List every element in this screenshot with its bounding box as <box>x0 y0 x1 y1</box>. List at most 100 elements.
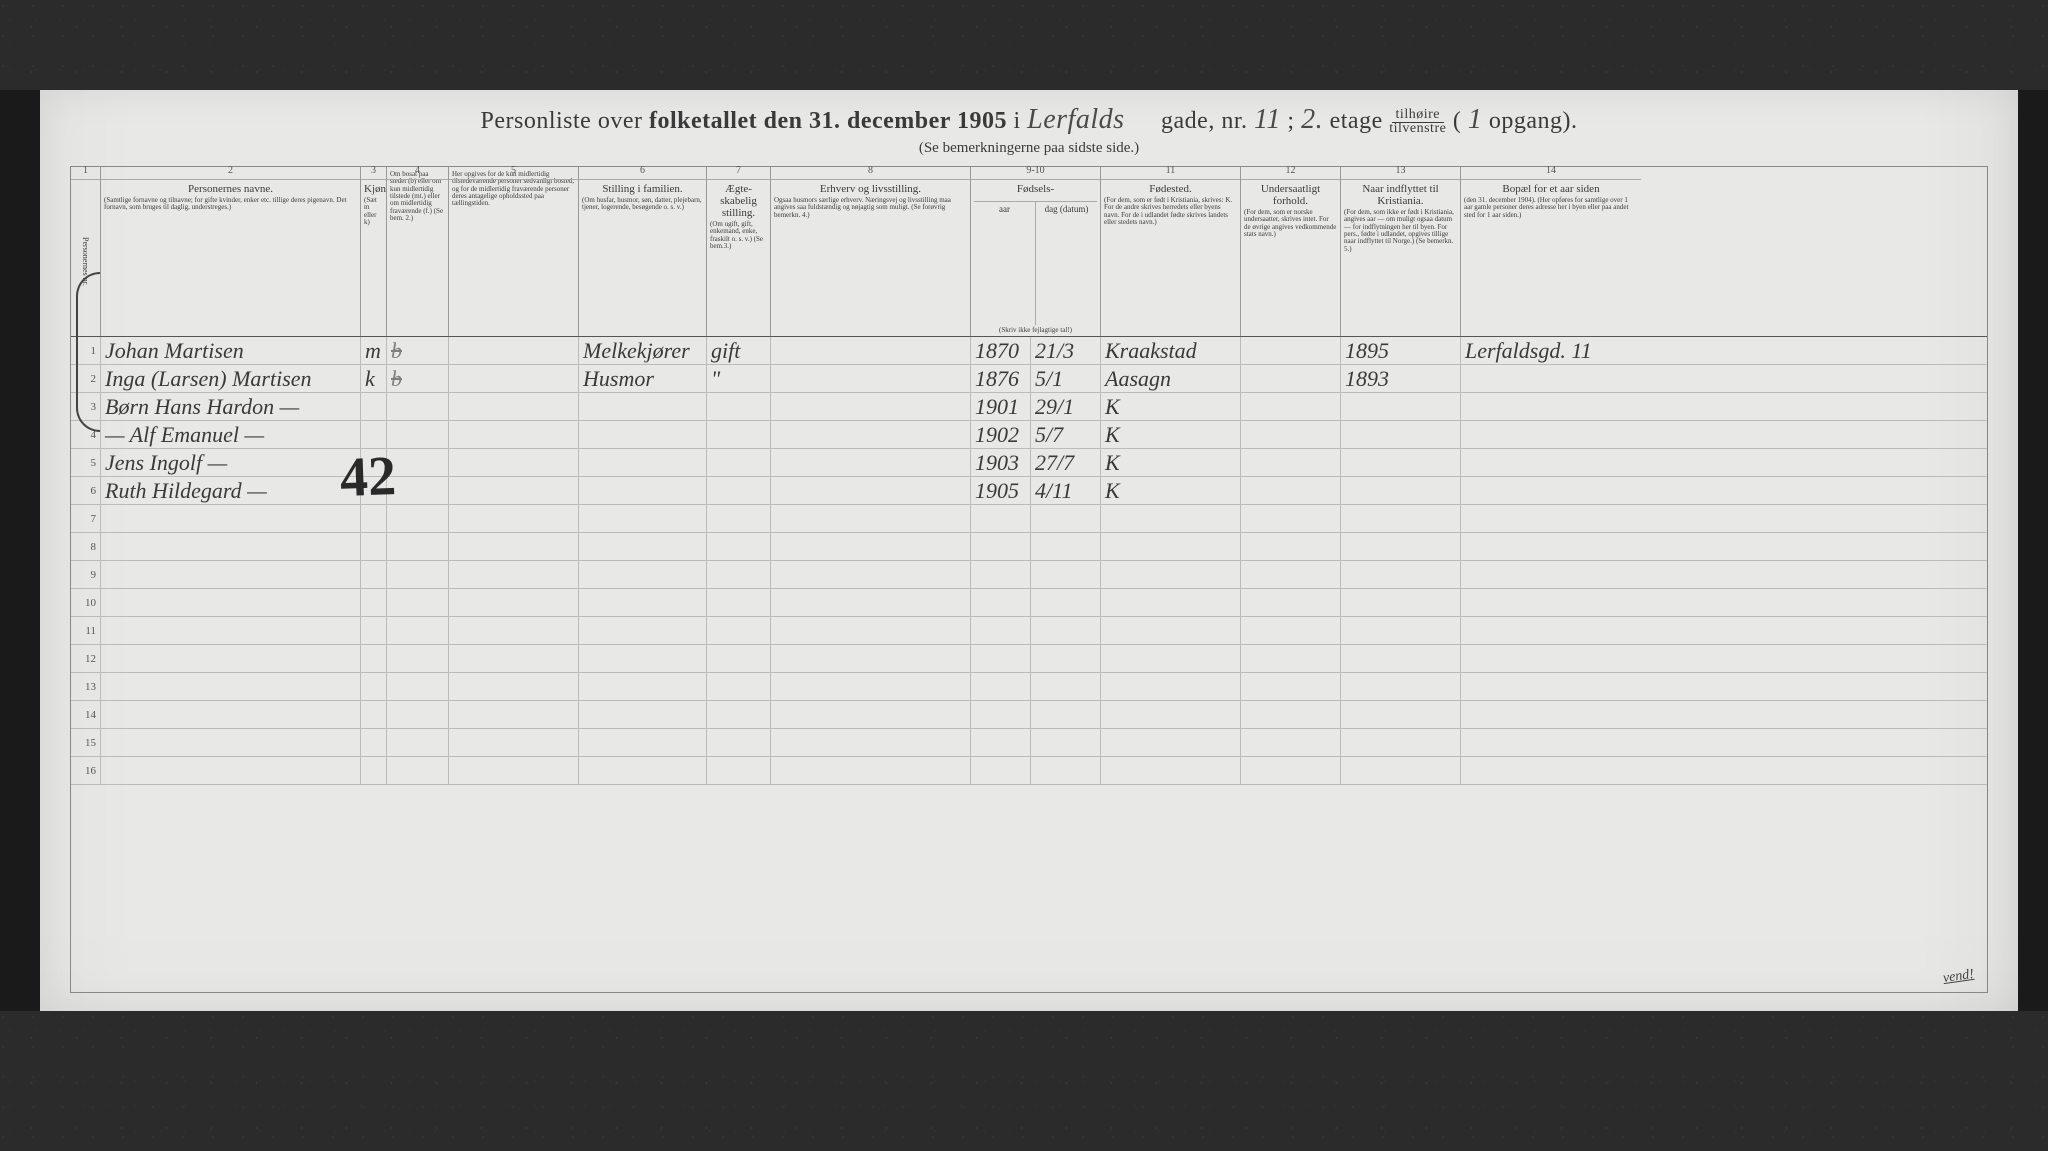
cell-erhv <box>771 617 971 644</box>
cell-bopael <box>1461 645 1641 672</box>
cell-indfl <box>1341 421 1461 448</box>
cell-fodested <box>1101 505 1241 532</box>
cell-aar: 1905 <box>971 477 1031 504</box>
cell-bos <box>387 729 449 756</box>
cell-n: 13 <box>71 673 101 700</box>
cell-dag: 29/1 <box>1031 393 1101 420</box>
cell-n: 11 <box>71 617 101 644</box>
cell-bopael <box>1461 365 1641 392</box>
cell-c5 <box>449 421 579 448</box>
cell-fodested: K <box>1101 449 1241 476</box>
cell-name <box>101 505 361 532</box>
cell-name <box>101 729 361 756</box>
header-col-3: 3Kjøn(Sæt m eller k) <box>361 167 387 336</box>
title-semi: ; <box>1287 108 1301 134</box>
cell-name <box>101 757 361 784</box>
cell-bos <box>387 589 449 616</box>
cell-c5 <box>449 589 579 616</box>
cell-kj <box>361 673 387 700</box>
cell-name: Johan Martisen <box>101 337 361 364</box>
cell-bos <box>387 533 449 560</box>
cell-unders <box>1241 365 1341 392</box>
cell-stilling <box>579 589 707 616</box>
title-part3: i <box>1013 108 1027 134</box>
street-handwritten: Lerfalds <box>1027 104 1124 135</box>
cell-bopael <box>1461 533 1641 560</box>
cell-aar <box>971 701 1031 728</box>
form-subtitle: (Se bemerkningerne paa sidste side.) <box>40 140 2018 157</box>
cell-unders <box>1241 449 1341 476</box>
cell-indfl <box>1341 757 1461 784</box>
cell-bos <box>387 561 449 588</box>
cell-indfl <box>1341 393 1461 420</box>
table-row: 13 <box>71 673 1987 701</box>
cell-kj <box>361 561 387 588</box>
cell-bopael <box>1461 757 1641 784</box>
top-noise-band <box>0 0 2048 90</box>
cell-fodested: Aasagn <box>1101 365 1241 392</box>
cell-indfl <box>1341 449 1461 476</box>
cell-bopael <box>1461 449 1641 476</box>
cell-c5 <box>449 673 579 700</box>
cell-indfl <box>1341 589 1461 616</box>
cell-fodested: K <box>1101 477 1241 504</box>
cell-stilling <box>579 505 707 532</box>
nr-handwritten: 11 <box>1254 104 1281 135</box>
cell-dag <box>1031 673 1101 700</box>
title-part1: Personliste over <box>481 108 649 134</box>
cell-erhv <box>771 729 971 756</box>
table-row: 8 <box>71 533 1987 561</box>
cell-dag <box>1031 505 1101 532</box>
cell-name <box>101 645 361 672</box>
cell-stilling <box>579 477 707 504</box>
header-col-5: 5Her opgives for de kun midlertidig tils… <box>449 167 579 336</box>
cell-bopael <box>1461 477 1641 504</box>
cell-n: 6 <box>71 477 101 504</box>
title-paren: ( <box>1453 108 1468 134</box>
cell-aar: 1870 <box>971 337 1031 364</box>
cell-aar: 1901 <box>971 393 1031 420</box>
cell-n: 12 <box>71 645 101 672</box>
cell-indfl <box>1341 561 1461 588</box>
cell-fodested <box>1101 645 1241 672</box>
cell-stilling <box>579 757 707 784</box>
table-row: 2Inga (Larsen) MartisenkbHusmor"18765/1A… <box>71 365 1987 393</box>
cell-c5 <box>449 617 579 644</box>
cell-stilling <box>579 729 707 756</box>
cell-erhv <box>771 477 971 504</box>
form-title: Personliste over folketallet den 31. dec… <box>40 104 2018 136</box>
cell-indfl: 1893 <box>1341 365 1461 392</box>
cell-n: 16 <box>71 757 101 784</box>
cell-indfl <box>1341 673 1461 700</box>
cell-stilling <box>579 561 707 588</box>
cell-unders <box>1241 673 1341 700</box>
table-row: 3Børn Hans Hardon —190129/1K <box>71 393 1987 421</box>
cell-n: 7 <box>71 505 101 532</box>
cell-stilling <box>579 701 707 728</box>
cell-unders <box>1241 701 1341 728</box>
cell-egte <box>707 449 771 476</box>
cell-c5 <box>449 393 579 420</box>
cell-erhv <box>771 533 971 560</box>
table-header: 1Personernes nr.2Personernes navne.(Samt… <box>71 167 1987 337</box>
cell-dag <box>1031 701 1101 728</box>
cell-fodested <box>1101 757 1241 784</box>
cell-name <box>101 701 361 728</box>
cell-erhv <box>771 589 971 616</box>
census-table: 1Personernes nr.2Personernes navne.(Samt… <box>70 166 1988 993</box>
cell-kj <box>361 645 387 672</box>
cell-aar: 1903 <box>971 449 1031 476</box>
cell-kj <box>361 533 387 560</box>
cell-aar <box>971 561 1031 588</box>
etage-handwritten: 2. <box>1301 104 1323 135</box>
cell-dag: 5/1 <box>1031 365 1101 392</box>
cell-c5 <box>449 365 579 392</box>
header-col-7: 7Ægte- skabelig stilling.(Om ugift, gift… <box>707 167 771 336</box>
cell-n: 8 <box>71 533 101 560</box>
cell-aar: 1902 <box>971 421 1031 448</box>
cell-aar <box>971 757 1031 784</box>
cell-erhv <box>771 393 971 420</box>
cell-c5 <box>449 505 579 532</box>
table-row: 9 <box>71 561 1987 589</box>
cell-c5 <box>449 337 579 364</box>
